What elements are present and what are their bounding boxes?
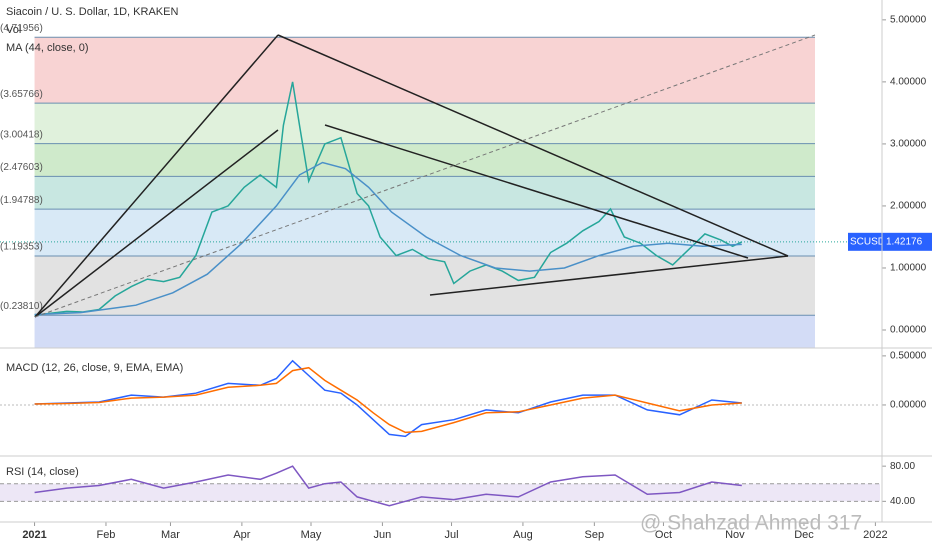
x-tick-label: Jul — [444, 529, 458, 541]
trendline — [34, 129, 279, 318]
vol-legend: Vol — [6, 24, 21, 36]
y-tick-label: 80.00 — [890, 461, 915, 472]
ma-legend: MA (44, close, 0) — [6, 42, 89, 54]
plots: SCUSD 1.42176 — [0, 81, 932, 507]
fib-band — [34, 37, 815, 104]
fib-band — [34, 176, 815, 210]
watermark: @ Shahzad Ahmed 317 — [640, 512, 862, 535]
x-tick-label: Sep — [585, 529, 605, 541]
x-tick-label: 2022 — [863, 529, 887, 541]
trendline — [277, 34, 789, 257]
series-line — [34, 359, 742, 438]
x-tick-label: Nov — [725, 529, 745, 541]
x-tick-label: Aug — [513, 529, 533, 541]
x-tick-label: 2021 — [22, 529, 46, 541]
x-tick-label: Jun — [374, 529, 392, 541]
y-tick-label: 2.00000 — [890, 201, 927, 212]
series-line — [34, 465, 742, 507]
price-tag-label: SCUSD — [850, 236, 885, 247]
fib-label: (2.47603) — [0, 162, 43, 173]
fib-label: (1.94788) — [0, 195, 43, 206]
y-tick-label: 1.00000 — [890, 263, 927, 274]
trendline — [324, 124, 749, 259]
fib-band — [34, 143, 815, 177]
y-tick-label: 0.50000 — [890, 351, 927, 362]
y-tick-label: 5.00000 — [890, 14, 927, 25]
fib-band — [34, 315, 815, 348]
trendline — [34, 34, 279, 318]
fib-label: (0.23810) — [0, 301, 43, 312]
series-line — [34, 366, 742, 434]
fib-label: (1.19353) — [0, 242, 43, 253]
fib-label: (3.00418) — [0, 129, 43, 140]
x-tick-label: Oct — [655, 529, 672, 541]
x-tick-label: May — [301, 529, 322, 541]
trend-dashed — [34, 34, 816, 318]
price-tag-value-bg — [882, 232, 932, 251]
x-tick-label: Apr — [233, 529, 250, 541]
fib-band — [34, 103, 815, 144]
series-line — [34, 81, 743, 316]
trendline — [429, 255, 789, 296]
x-tick-label: Feb — [96, 529, 115, 541]
fib-label: (3.65766) — [0, 89, 43, 100]
rsi-band — [0, 483, 880, 502]
y-tick-label: 40.00 — [890, 496, 915, 507]
background: (4.71956) (3.65766) (3.00418) (2.47603) (1.9… — [0, 14, 927, 541]
x-tick-label: Dec — [794, 529, 814, 541]
series-line — [34, 161, 742, 316]
macd-title: MACD (12, 26, close, 9, EMA, EMA) — [6, 362, 183, 374]
y-tick-label: 4.00000 — [890, 77, 927, 88]
y-tick-label: 0.00000 — [890, 400, 927, 411]
fib-band — [34, 255, 815, 316]
x-tick-label: Mar — [161, 529, 180, 541]
fib-label: (4.71956) — [0, 23, 43, 34]
price-tag-value: 1.42176 — [886, 236, 923, 247]
y-tick-label: 0.00000 — [890, 325, 927, 336]
price-tag — [848, 232, 882, 251]
y-tick-label: 3.00000 — [890, 139, 927, 150]
rsi-title: RSI (14, close) — [6, 466, 79, 478]
chart-title: Siacoin / U. S. Dollar, 1D, KRAKEN — [6, 6, 178, 18]
